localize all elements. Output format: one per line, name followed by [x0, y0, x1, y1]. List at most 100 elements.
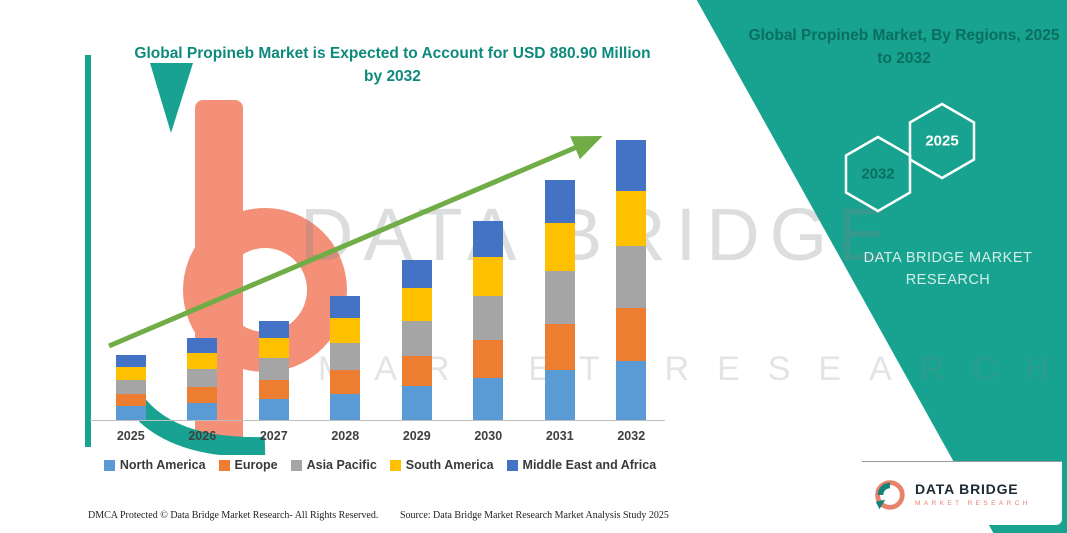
x-axis-label: 2030	[474, 429, 503, 443]
bar-segment	[544, 222, 575, 271]
bar-segment	[330, 370, 361, 394]
bar-segment	[330, 296, 361, 319]
bar-segment	[258, 358, 289, 381]
x-axis-line	[90, 420, 665, 421]
bar-segment	[616, 308, 647, 362]
brand-name: DATA BRIDGE	[915, 480, 1019, 497]
hex-year-2032: 2032	[861, 165, 895, 183]
bar-segment	[258, 320, 289, 339]
bar-segment	[330, 393, 361, 420]
bar-column: 2026	[187, 114, 218, 446]
dmca-notice: DMCA Protected © Data Bridge Market Rese…	[88, 510, 379, 521]
panel-brand-text: DATA BRIDGE MARKET RESEARCH	[836, 247, 1060, 292]
x-axis-label: 2029	[402, 429, 431, 443]
bar-column: 2031	[544, 114, 575, 446]
bar-segment	[187, 338, 218, 353]
bar-column: 2032	[616, 114, 647, 446]
bar-stack	[401, 259, 432, 420]
bar-segment	[473, 220, 504, 257]
legend-swatch	[218, 459, 230, 471]
bar-segment	[115, 393, 146, 407]
bar-segment	[115, 366, 146, 380]
bar-stack	[616, 140, 647, 420]
bar-segment	[401, 355, 432, 387]
legend-item: Middle East and Africa	[506, 458, 657, 472]
bar-segment	[115, 406, 146, 420]
watermark-line2: MARKET RESEARCH	[318, 350, 1067, 388]
bar-segment	[187, 369, 218, 388]
bar-stack	[258, 320, 289, 420]
bar-segment	[544, 179, 575, 223]
bar-segment	[258, 380, 289, 399]
bar-segment	[544, 270, 575, 324]
brand-logo-text: DATA BRIDGE MARKET RESEARCH	[915, 481, 1031, 507]
hex-year-2025: 2025	[925, 132, 959, 150]
bar-stack	[115, 355, 146, 420]
x-axis-label: 2032	[617, 429, 646, 443]
chart-title: Global Propineb Market is Expected to Ac…	[134, 45, 651, 86]
bar-segment	[115, 379, 146, 394]
legend-item: Europe	[218, 458, 278, 472]
brand-logo-card: DATA BRIDGE MARKET RESEARCH	[862, 461, 1062, 525]
bar-segment	[401, 320, 432, 356]
year-hexagons	[844, 102, 976, 213]
bar-stack	[187, 338, 218, 420]
legend-label: Europe	[234, 458, 278, 472]
bar-column: 2028	[330, 114, 361, 446]
bar-segment	[258, 399, 289, 420]
bar-segment	[616, 140, 647, 191]
bar-stack	[330, 296, 361, 420]
bar-segment	[258, 338, 289, 359]
x-axis-label: 2025	[116, 429, 145, 443]
legend-item: South America	[389, 458, 494, 472]
panel-title: Global Propineb Market, By Regions, 2025…	[748, 27, 1060, 68]
bar-segment	[544, 323, 575, 370]
legend-label: Middle East and Africa	[522, 458, 657, 472]
bar-stack	[544, 179, 575, 420]
bar-segment	[330, 318, 361, 344]
x-axis-label: 2026	[188, 429, 217, 443]
bar-segment	[544, 369, 575, 420]
bar-segment	[473, 256, 504, 297]
bar-segment	[616, 361, 647, 420]
left-accent-stripe	[85, 55, 91, 447]
bar-segment	[401, 386, 432, 420]
x-axis-label: 2031	[545, 429, 574, 443]
bar-column: 2025	[115, 114, 146, 446]
x-axis-label: 2027	[259, 429, 288, 443]
x-axis-label: 2028	[331, 429, 360, 443]
bar-segment	[401, 259, 432, 289]
bar-column: 2027	[258, 114, 289, 446]
bar-segment	[187, 402, 218, 420]
bar-segment	[473, 340, 504, 378]
brand-logo-icon	[875, 479, 905, 510]
legend-item: North America	[103, 458, 206, 472]
bar-column: 2030	[473, 114, 504, 446]
legend-swatch	[103, 459, 115, 471]
bar-segment	[473, 378, 504, 420]
bar-segment	[330, 343, 361, 371]
bar-segment	[616, 246, 647, 309]
source-note: Source: Data Bridge Market Research Mark…	[400, 510, 669, 521]
bar-segment	[473, 296, 504, 341]
bar-segment	[187, 387, 218, 403]
bar-stack	[473, 220, 504, 420]
legend-item: Asia Pacific	[290, 458, 377, 472]
bar-segment	[401, 288, 432, 321]
legend-swatch	[506, 459, 518, 471]
bar-segment	[187, 352, 218, 370]
bar-column: 2029	[401, 114, 432, 446]
plot-columns: 2025 2026 2027 2028 2029 2030 2031 2032	[95, 114, 667, 446]
legend-label: Asia Pacific	[306, 458, 377, 472]
legend-swatch	[290, 459, 302, 471]
legend: North America Europe Asia Pacific South Ame…	[80, 458, 680, 472]
legend-swatch	[389, 459, 401, 471]
legend-label: South America	[405, 458, 494, 472]
panel-brand-line1: DATA BRIDGE MARKET	[863, 250, 1033, 266]
bar-segment	[616, 190, 647, 247]
legend-label: North America	[119, 458, 206, 472]
brand-tagline: MARKET RESEARCH	[915, 499, 1031, 507]
bar-segment	[115, 355, 146, 367]
panel-brand-line2: RESEARCH	[905, 272, 991, 289]
